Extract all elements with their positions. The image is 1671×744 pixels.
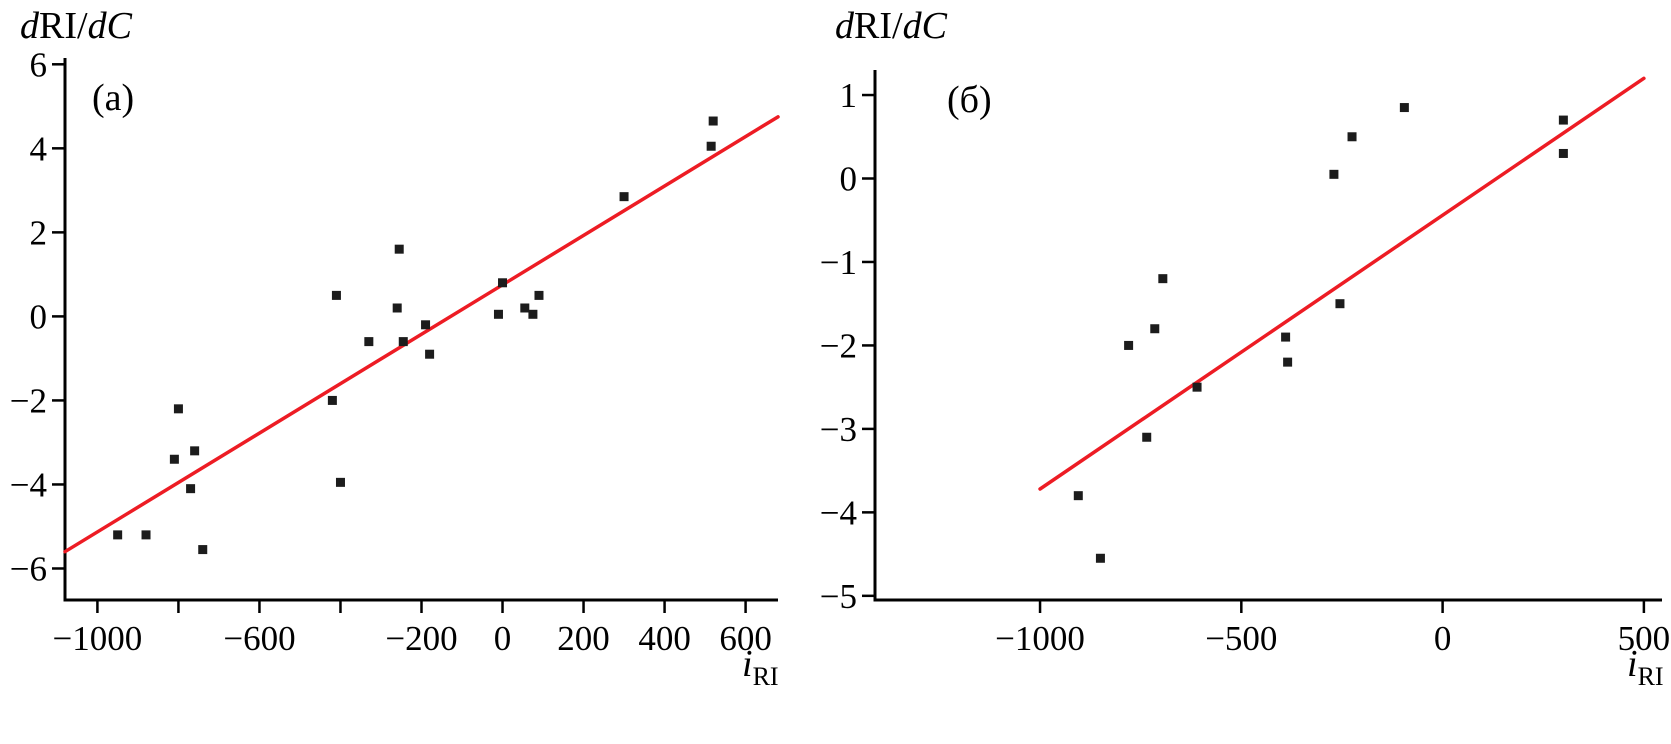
data-point	[528, 309, 538, 319]
data-point	[1558, 115, 1568, 125]
y-tick-label: 6	[30, 45, 48, 84]
data-point	[190, 446, 200, 456]
data-point	[327, 395, 337, 405]
data-point	[534, 290, 544, 300]
data-point	[198, 545, 208, 555]
data-point	[425, 349, 435, 359]
data-point	[1192, 382, 1202, 392]
data-point	[1124, 340, 1134, 350]
x-tick-label: −1000	[995, 619, 1085, 658]
data-point	[169, 454, 179, 464]
y-tick-label: 4	[30, 129, 48, 168]
fit-line	[63, 115, 780, 554]
chart-panel-b: −1000 −500 0 500 1 0 −1 −2 −3 −4 −5 (б) dRI/dC iRI	[795, 0, 1671, 744]
y-tick-label: −2	[820, 326, 857, 365]
data-point	[364, 337, 374, 347]
x-tick-label: −200	[385, 619, 457, 658]
data-point	[1558, 148, 1568, 158]
y-tick-label: 1	[840, 76, 858, 115]
y-tick-label: 0	[840, 160, 858, 199]
y-axis-label: dRI/dC	[835, 5, 948, 47]
x-tick-label: −600	[223, 619, 295, 658]
y-tick-label: −3	[820, 410, 857, 449]
chart-panel-a: −1000 −600 −200 0 200 400 600 6 4 2 0 −2 −4 −6 (a) dRI/…	[0, 0, 795, 744]
x-tick-label: 200	[557, 619, 610, 658]
x-tick-label: −500	[1205, 619, 1277, 658]
data-point	[173, 404, 183, 414]
data-point	[1158, 274, 1168, 284]
data-point	[394, 244, 404, 254]
fit-line	[1038, 76, 1646, 491]
data-point	[619, 192, 629, 202]
y-tick-label: 0	[30, 297, 48, 336]
x-axis-label: iRI	[1627, 643, 1664, 691]
data-point	[398, 337, 408, 347]
data-point	[706, 141, 716, 151]
chart-b-svg: −1000 −500 0 500 1 0 −1 −2 −3 −4 −5 (б) dRI/dC iRI	[820, 5, 1671, 691]
panel-label: (a)	[92, 77, 134, 119]
data-point	[1347, 132, 1357, 142]
data-point	[141, 530, 151, 540]
data-point	[392, 303, 402, 313]
data-point	[186, 484, 196, 494]
data-point	[1281, 332, 1291, 342]
data-point	[493, 309, 503, 319]
y-tick-label: −4	[10, 465, 47, 504]
data-point	[1073, 491, 1083, 501]
y-tick-label: −4	[820, 493, 857, 532]
data-point	[1329, 169, 1339, 179]
data-point	[1399, 103, 1409, 113]
panel-label: (б)	[947, 79, 992, 121]
data-point	[1283, 357, 1293, 367]
y-axis-label: dRI/dC	[20, 5, 133, 47]
y-tick-label: 2	[30, 213, 48, 252]
y-tick-label: −5	[820, 577, 857, 616]
data-point	[708, 116, 718, 126]
data-point	[520, 303, 530, 313]
data-point	[421, 320, 431, 330]
x-tick-label: 0	[494, 619, 512, 658]
y-tick-label: −6	[10, 549, 47, 588]
data-point	[1335, 299, 1345, 309]
y-tick-label: −2	[10, 381, 47, 420]
data-point	[331, 290, 341, 300]
data-point	[1150, 324, 1160, 334]
x-tick-label: −1000	[53, 619, 143, 658]
data-point	[498, 278, 508, 288]
x-tick-label: 600	[719, 619, 772, 658]
data-point	[335, 477, 345, 487]
data-point	[1095, 553, 1105, 563]
y-tick-label: −1	[820, 243, 857, 282]
x-axis-label: iRI	[742, 643, 779, 691]
data-point	[113, 530, 123, 540]
x-tick-label: 500	[1618, 619, 1671, 658]
x-tick-label: 0	[1434, 619, 1452, 658]
chart-a-svg: −1000 −600 −200 0 200 400 600 6 4 2 0 −2 −4 −6 (a) dRI/…	[10, 5, 780, 691]
data-point	[1142, 432, 1152, 442]
x-tick-label: 400	[638, 619, 691, 658]
